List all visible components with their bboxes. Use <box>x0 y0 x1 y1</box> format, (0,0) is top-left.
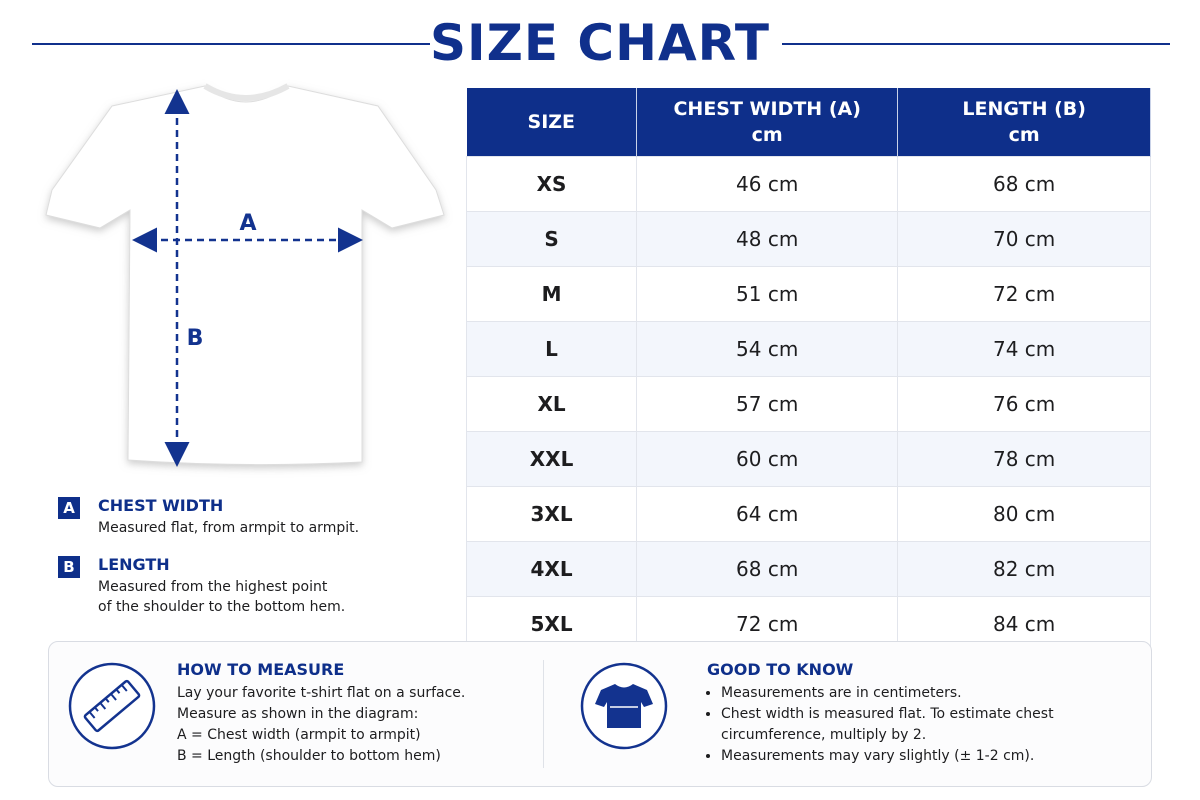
size-cell: 3XL <box>465 486 638 542</box>
measurement-cell: 46 cm <box>636 156 899 212</box>
divider <box>543 660 544 768</box>
table-row: S 48 cm 70 cm <box>465 211 1151 267</box>
a-label: A <box>239 211 256 236</box>
column-header: LENGTH (B) cm <box>897 88 1151 157</box>
table-row: XL 57 cm 76 cm <box>465 376 1151 432</box>
measurement-cell: 64 cm <box>636 486 899 542</box>
measurement-cell: 60 cm <box>636 431 899 487</box>
how-line: Measure as shown in the diagram: <box>177 706 419 722</box>
b-label: B <box>187 326 204 351</box>
legend-title: LENGTH <box>98 555 170 574</box>
measurement-cell: 78 cm <box>897 431 1151 487</box>
good-title: GOOD TO KNOW <box>707 660 854 679</box>
size-table: SIZE CHEST WIDTH (A) cm LENGTH (B) cm XS 46 cm… <box>465 88 1151 652</box>
header-unit: cm <box>751 124 783 146</box>
how-text: Lay your favorite t-shirt flat on a surf… <box>177 683 465 767</box>
ruler-icon <box>68 662 156 750</box>
good-bullet: Chest width is measured flat. To estimat… <box>721 704 1087 746</box>
measurement-cell: 70 cm <box>897 211 1151 267</box>
legend-key: A <box>58 497 80 519</box>
info-panel: HOW TO MEASURE Lay your favorite t-shirt… <box>48 641 1152 787</box>
legend-text: Measured flat, from armpit to armpit. <box>98 520 360 536</box>
how-line: B = Length (shoulder to bottom hem) <box>177 748 441 764</box>
size-cell: S <box>465 211 638 267</box>
measurement-cell: 76 cm <box>897 376 1151 432</box>
title: SIZE CHART <box>429 14 771 72</box>
measurement-cell: 72 cm <box>897 266 1151 322</box>
measurement-cell: 74 cm <box>897 321 1151 377</box>
size-cell: XL <box>465 376 638 432</box>
measurement-cell: 68 cm <box>636 541 899 597</box>
table-row: XXL 60 cm 78 cm <box>465 431 1151 487</box>
title-rule <box>782 43 1170 45</box>
header-unit: cm <box>1008 124 1040 146</box>
header-label: CHEST WIDTH (A) <box>673 98 861 120</box>
measurement-cell: 54 cm <box>636 321 899 377</box>
legend-text: Measured from the highest point <box>98 579 328 595</box>
how-line: Lay your favorite t-shirt flat on a surf… <box>177 685 466 701</box>
measurement-cell: 48 cm <box>636 211 899 267</box>
good-text: Measurements are in centimeters.Chest wi… <box>707 683 1087 767</box>
title-rule <box>32 43 430 45</box>
column-header: SIZE <box>466 88 638 157</box>
legend-key: B <box>58 556 80 578</box>
size-cell: 4XL <box>465 541 638 597</box>
table-row: M 51 cm 72 cm <box>465 266 1151 322</box>
legend-title: CHEST WIDTH <box>98 496 224 515</box>
measurement-cell: 82 cm <box>897 541 1151 597</box>
table-row: XS 46 cm 68 cm <box>465 156 1151 212</box>
good-bullet: Measurements are in centimeters. <box>721 683 1087 704</box>
how-line: A = Chest width (armpit to armpit) <box>177 727 421 743</box>
measurement-cell: 68 cm <box>897 156 1151 212</box>
column-header: CHEST WIDTH (A) cm <box>636 88 899 157</box>
table-row: 4XL 68 cm 82 cm <box>465 541 1151 597</box>
measurement-cell: 51 cm <box>636 266 899 322</box>
good-bullet: Measurements may vary slightly (± 1-2 cm… <box>721 746 1087 767</box>
size-cell: XXL <box>465 431 638 487</box>
table-row: L 54 cm 74 cm <box>465 321 1151 377</box>
how-title: HOW TO MEASURE <box>177 660 345 679</box>
size-cell: M <box>465 266 638 322</box>
size-cell: L <box>465 321 638 377</box>
shirt-icon <box>580 662 668 750</box>
table-row: 3XL 64 cm 80 cm <box>465 486 1151 542</box>
header-label: SIZE <box>527 111 576 133</box>
legend-text: of the shoulder to the bottom hem. <box>98 599 346 615</box>
tshirt-diagram: A B <box>45 83 445 467</box>
measurement-cell: 80 cm <box>897 486 1151 542</box>
size-cell: XS <box>465 156 638 212</box>
header-label: LENGTH (B) <box>962 98 1086 120</box>
measurement-cell: 57 cm <box>636 376 899 432</box>
good-list: Measurements are in centimeters.Chest wi… <box>707 683 1087 767</box>
